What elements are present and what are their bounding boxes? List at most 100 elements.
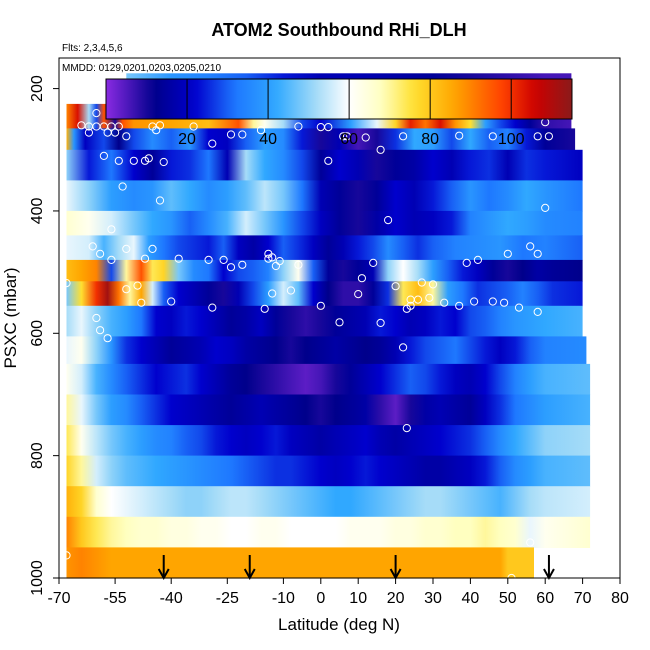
data-point-marker <box>488 297 497 306</box>
data-point-marker <box>462 258 471 267</box>
heatmap-band <box>66 547 534 579</box>
data-point-marker <box>122 244 131 253</box>
data-point-marker <box>533 132 542 141</box>
x-tick-label: -25 <box>216 590 239 607</box>
data-point-marker <box>62 279 71 288</box>
data-point-marker <box>140 254 150 263</box>
data-point-marker <box>122 285 131 294</box>
data-point-marker <box>473 255 482 264</box>
data-point-marker <box>129 156 138 165</box>
data-point-marker <box>96 249 105 258</box>
x-axis-label: Latitude (deg N) <box>278 615 400 634</box>
data-point-marker <box>376 145 385 154</box>
colorbar-tick-label: 80 <box>421 131 439 148</box>
data-point-marker <box>204 255 213 264</box>
data-point-marker <box>514 303 524 312</box>
data-point-marker <box>286 286 295 295</box>
x-tick-label: -70 <box>47 590 70 607</box>
data-point-marker <box>541 203 550 212</box>
data-point-marker <box>354 290 363 299</box>
data-point-marker <box>455 131 464 140</box>
chart-title: ATOM2 Southbound RHi_DLH <box>211 20 466 40</box>
colorbar <box>105 78 573 120</box>
data-point-marker <box>62 551 71 560</box>
data-point-marker <box>500 298 509 307</box>
data-point-marker <box>399 343 408 352</box>
heatmap-band <box>66 149 583 181</box>
data-point-marker <box>268 253 277 262</box>
y-tick-label: 200 <box>29 75 46 102</box>
data-point-marker <box>533 307 542 316</box>
data-point-marker <box>144 154 153 163</box>
data-point-marker <box>256 126 266 135</box>
colorbar-ticks: 20 40 60 80 100 <box>178 79 525 148</box>
x-tick-label: 50 <box>499 590 517 607</box>
heatmap-band <box>66 281 583 307</box>
data-point-marker <box>357 274 366 283</box>
data-point-marker <box>148 244 157 253</box>
heatmap-band <box>66 210 583 236</box>
data-point-marker <box>219 255 228 264</box>
data-point-marker <box>526 242 535 251</box>
x-tick-label: 70 <box>574 590 592 607</box>
data-point-marker <box>226 263 236 272</box>
data-point-marker <box>152 126 161 135</box>
data-point-marker <box>361 133 370 142</box>
plot-frame <box>58 57 621 579</box>
heatmap-band <box>66 516 591 548</box>
data-point-marker <box>155 196 165 205</box>
x-tick-label: 20 <box>387 590 405 607</box>
data-point-marker <box>238 260 247 269</box>
data-point-marker <box>96 326 105 335</box>
data-point-marker <box>114 156 123 165</box>
y-tick-label: 800 <box>29 442 46 469</box>
data-point-marker <box>417 278 426 287</box>
data-point-marker <box>526 538 535 547</box>
data-point-marker <box>335 318 344 327</box>
data-point-marker <box>84 128 94 137</box>
heatmap-band <box>66 394 591 426</box>
data-point-marker <box>406 295 415 304</box>
x-tick-label: 10 <box>349 590 367 607</box>
y-axis: 200 400 600 800 1000 <box>29 75 59 596</box>
heatmap-band <box>66 259 583 282</box>
data-point-marker <box>324 156 333 165</box>
flights-label: Flts: 2,3,4,5,6 <box>62 43 123 54</box>
data-point-marker <box>369 258 378 267</box>
x-tick-label: 80 <box>611 590 629 607</box>
data-point-marker <box>544 132 554 141</box>
y-tick-label: 400 <box>29 197 46 224</box>
heatmap-band <box>66 235 583 261</box>
data-point-marker <box>208 139 217 148</box>
data-point-marker <box>208 303 217 312</box>
dates-label: MMDD: 0129,0201,0203,0205,0210 <box>62 63 221 74</box>
data-point-marker <box>167 297 176 306</box>
data-point-marker <box>133 281 142 290</box>
data-point-marker <box>440 298 449 307</box>
data-point-marker <box>470 297 479 306</box>
data-point-marker <box>571 81 580 90</box>
y-tick-label: 600 <box>29 320 46 347</box>
x-tick-label: 60 <box>536 590 554 607</box>
data-point-marker <box>99 151 109 160</box>
heatmap-band <box>66 486 591 518</box>
data-point-marker <box>391 282 400 291</box>
heatmap-band <box>66 363 591 396</box>
data-point-marker <box>66 93 75 102</box>
heatmap-band <box>66 128 576 151</box>
data-point-marker <box>111 128 120 137</box>
data-point-marker <box>294 260 303 269</box>
colorbar-tick-label: 60 <box>340 131 358 148</box>
data-point-marker <box>118 182 127 191</box>
data-point-marker <box>88 242 97 251</box>
data-point-marker <box>260 304 269 313</box>
heatmap-band <box>66 180 583 212</box>
colorbar-tick-label: 40 <box>259 131 277 148</box>
data-point-marker <box>376 318 385 327</box>
x-tick-label: 40 <box>462 590 480 607</box>
x-axis: -70 -55 -40 -25 -10 0 10 20 30 40 50 60 70 80 <box>47 578 629 607</box>
data-point-marker <box>425 293 434 302</box>
data-point-marker <box>294 122 303 131</box>
data-point-marker <box>107 225 116 234</box>
